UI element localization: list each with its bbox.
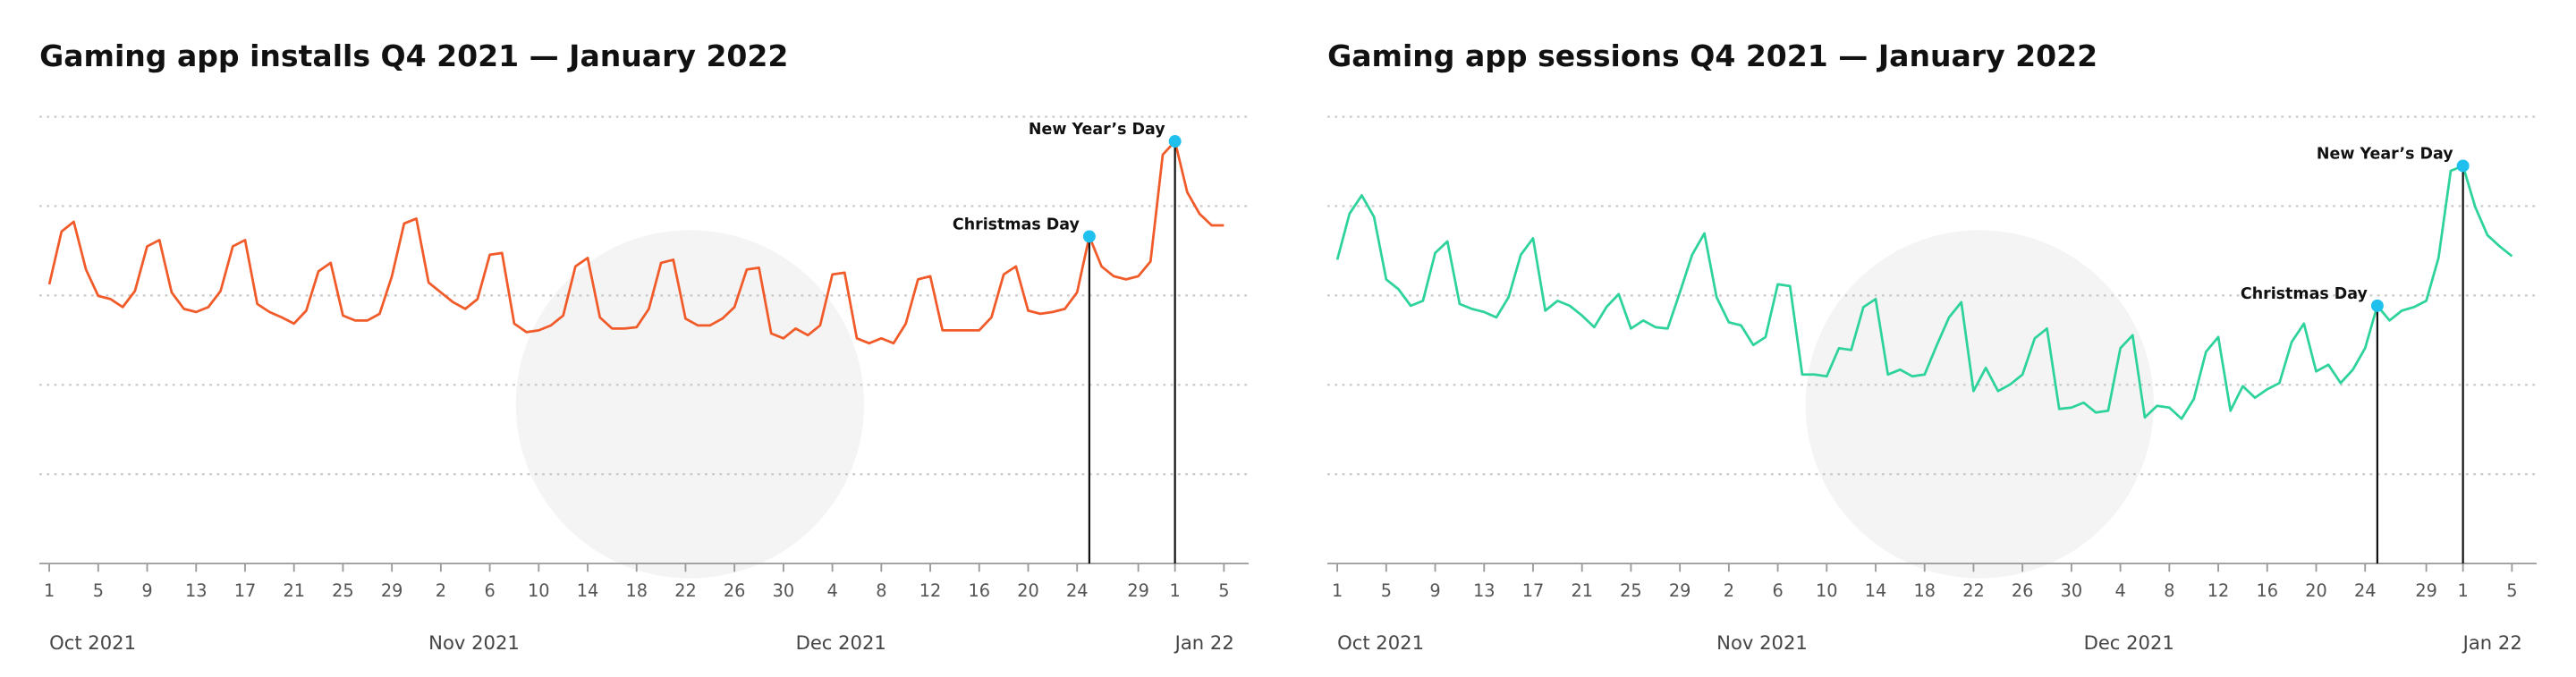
month-label: Nov 2021 (1716, 631, 1808, 654)
x-tick-label: 6 (484, 580, 495, 601)
x-tick-label: 14 (577, 580, 599, 601)
x-tick-label: 24 (2354, 580, 2377, 601)
annotation-label: Christmas Day (2241, 285, 2368, 303)
x-tick-label: 6 (1772, 580, 1783, 601)
x-tick-label: 29 (1127, 580, 1149, 601)
x-tick-label: 26 (2012, 580, 2034, 601)
x-tick-label: 9 (141, 580, 152, 601)
x-tick-label: 17 (234, 580, 257, 601)
annotation-dot (1168, 135, 1182, 148)
x-tick-label: 20 (1017, 580, 1039, 601)
x-tick-label: 21 (283, 580, 305, 601)
x-tick-label: 22 (674, 580, 697, 601)
x-tick-label: 10 (1816, 580, 1838, 601)
x-tick-label: 29 (1669, 580, 1691, 601)
month-label: Oct 2021 (49, 631, 136, 654)
data-line (1335, 165, 2513, 420)
x-tick-label: 16 (969, 580, 991, 601)
x-tick-label: 30 (773, 580, 795, 601)
x-tick-label: 22 (1962, 580, 1985, 601)
watermark (1805, 230, 2154, 579)
chart-title: Gaming app installs Q4 2021 — January 20… (39, 38, 788, 73)
annotation-label: New Year’s Day (2317, 146, 2453, 164)
x-tick-label: 25 (1620, 580, 1642, 601)
x-tick-label: 1 (2458, 580, 2469, 601)
annotation-dot (2370, 299, 2384, 312)
annotation-dot (1082, 230, 1096, 243)
x-tick-label: 21 (1571, 580, 1593, 601)
x-tick-label: 18 (625, 580, 648, 601)
x-tick-label: 13 (185, 580, 208, 601)
x-tick-label: 18 (1913, 580, 1936, 601)
x-tick-label: 8 (876, 580, 886, 601)
annotation-label: New Year’s Day (1029, 121, 1165, 139)
x-tick-label: 14 (1865, 580, 1887, 601)
x-tick-label: 24 (1066, 580, 1089, 601)
x-tick-label: 16 (2257, 580, 2279, 601)
x-tick-label: 1 (44, 580, 55, 601)
x-tick-label: 5 (93, 580, 104, 601)
annotation-dot (2456, 159, 2470, 173)
x-tick-label: 12 (919, 580, 942, 601)
x-tick-label: 13 (1473, 580, 1496, 601)
month-label: Jan 22 (1174, 631, 1234, 654)
x-tick-label: 2 (436, 580, 446, 601)
x-tick-label: 9 (1429, 580, 1440, 601)
x-tick-label: 17 (1522, 580, 1545, 601)
x-tick-label: 30 (2061, 580, 2083, 601)
x-tick-label: 20 (2305, 580, 2327, 601)
x-tick-label: 29 (381, 580, 403, 601)
month-label: Oct 2021 (1337, 631, 1424, 654)
x-tick-label: 4 (826, 580, 837, 601)
data-line (47, 140, 1224, 345)
annotation-label: Christmas Day (953, 216, 1080, 234)
watermark (515, 230, 865, 579)
x-tick-label: 1 (1170, 580, 1181, 601)
x-tick-label: 10 (528, 580, 550, 601)
x-tick-label: 5 (1381, 580, 1392, 601)
x-tick-label: 2 (1724, 580, 1734, 601)
chart-title: Gaming app sessions Q4 2021 — January 20… (1327, 38, 2097, 73)
month-label: Nov 2021 (428, 631, 520, 654)
month-label: Jan 22 (2462, 631, 2522, 654)
month-label: Dec 2021 (796, 631, 886, 654)
x-tick-label: 25 (332, 580, 354, 601)
x-tick-label: 26 (724, 580, 746, 601)
x-tick-label: 5 (2506, 580, 2517, 601)
x-tick-label: 5 (1218, 580, 1229, 601)
x-tick-label: 12 (2207, 580, 2230, 601)
month-label: Dec 2021 (2084, 631, 2174, 654)
x-tick-label: 8 (2164, 580, 2174, 601)
x-tick-label: 29 (2415, 580, 2437, 601)
x-tick-label: 4 (2114, 580, 2125, 601)
x-tick-label: 1 (1332, 580, 1343, 601)
